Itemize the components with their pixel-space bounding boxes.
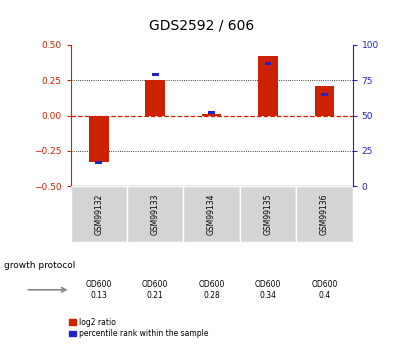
Bar bbox=[240, 186, 296, 242]
Bar bbox=[315, 86, 334, 116]
Text: GDS2592 / 606: GDS2592 / 606 bbox=[149, 19, 254, 33]
Bar bbox=[208, 111, 215, 114]
Text: OD600
0.34: OD600 0.34 bbox=[255, 280, 281, 300]
Bar bbox=[96, 161, 102, 164]
Bar bbox=[296, 186, 353, 242]
Text: GSM99136: GSM99136 bbox=[320, 193, 329, 235]
Bar bbox=[71, 186, 127, 242]
Text: OD600
0.13: OD600 0.13 bbox=[85, 280, 112, 300]
Bar bbox=[258, 56, 278, 116]
Text: GSM99135: GSM99135 bbox=[264, 193, 272, 235]
Text: OD600
0.4: OD600 0.4 bbox=[311, 280, 338, 300]
Text: GSM99132: GSM99132 bbox=[94, 193, 103, 235]
Legend: log2 ratio, percentile rank within the sample: log2 ratio, percentile rank within the s… bbox=[66, 315, 212, 341]
Bar bbox=[127, 186, 183, 242]
Text: OD600
0.28: OD600 0.28 bbox=[198, 280, 225, 300]
Bar bbox=[202, 114, 222, 116]
Bar bbox=[321, 93, 328, 96]
Text: GSM99134: GSM99134 bbox=[207, 193, 216, 235]
Bar bbox=[152, 73, 158, 76]
Text: growth protocol: growth protocol bbox=[4, 261, 75, 270]
Bar bbox=[183, 186, 240, 242]
Bar bbox=[265, 62, 271, 65]
Text: OD600
0.21: OD600 0.21 bbox=[142, 280, 168, 300]
Bar bbox=[89, 116, 108, 162]
Text: GSM99133: GSM99133 bbox=[151, 193, 160, 235]
Bar bbox=[145, 80, 165, 116]
